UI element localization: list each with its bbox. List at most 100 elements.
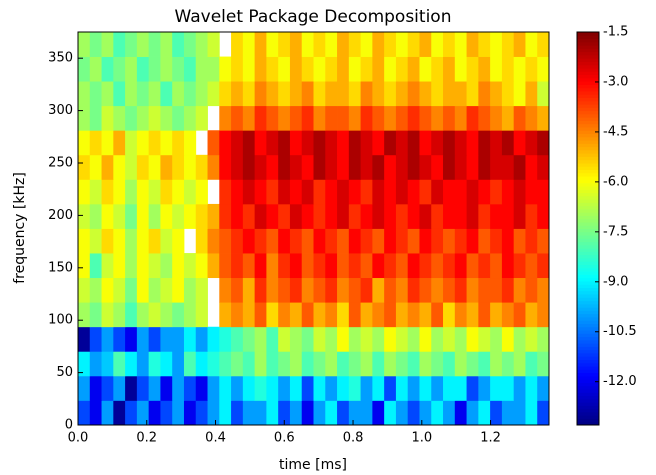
colorbar-tick-label: -9.0 — [603, 274, 628, 289]
heat-cell — [172, 56, 185, 82]
heat-cell — [254, 130, 267, 156]
heat-cell — [443, 228, 456, 254]
heat-cell — [419, 277, 432, 303]
heat-cell — [395, 130, 409, 156]
heat-cell — [78, 228, 91, 254]
heat-cell — [101, 32, 114, 57]
heat-cell — [501, 203, 515, 229]
colorbar-step — [577, 159, 599, 164]
heat-cell — [360, 203, 373, 229]
heat-cell — [384, 154, 397, 180]
heat-cell — [419, 400, 432, 426]
heat-cell — [231, 32, 244, 57]
colorbar-step — [577, 64, 599, 69]
heat-cell — [172, 203, 185, 229]
heat-cell — [301, 56, 314, 82]
heat-cell — [313, 203, 326, 229]
heat-cell — [513, 154, 526, 180]
heat-cell — [195, 277, 208, 303]
heat-cell — [513, 179, 526, 205]
colorbar-step — [577, 326, 599, 331]
heat-cell — [207, 400, 220, 426]
heat-cell — [443, 351, 456, 377]
heat-cell — [301, 32, 314, 57]
heat-cell — [337, 130, 350, 156]
heat-cell — [443, 302, 456, 328]
heat-cell — [431, 154, 444, 180]
heat-cell — [207, 130, 220, 156]
heat-cell — [183, 351, 197, 377]
heat-cell — [337, 56, 350, 82]
heat-cell — [183, 32, 197, 57]
heat-cell — [525, 375, 538, 401]
heat-cell — [395, 179, 409, 205]
heat-cell — [160, 277, 173, 303]
heat-cell — [454, 326, 467, 352]
colorbar-step — [577, 35, 599, 40]
heat-cell — [395, 32, 409, 57]
heat-cell — [372, 228, 385, 254]
heat-cell — [407, 277, 420, 303]
heat-cell — [125, 56, 138, 82]
colorbar-step — [577, 199, 599, 203]
heat-cell — [242, 277, 256, 303]
heat-cell — [454, 179, 467, 205]
heat-cell — [313, 130, 326, 156]
heat-cell — [278, 326, 291, 352]
heat-cell — [384, 277, 397, 303]
heat-cell — [501, 56, 515, 82]
heat-cell — [160, 105, 173, 131]
heat-cell — [183, 375, 197, 401]
heat-cell — [537, 302, 550, 328]
heat-cell — [266, 32, 279, 57]
colorbar-step — [577, 90, 599, 95]
heat-cell — [337, 326, 350, 352]
heat-cell — [490, 56, 503, 82]
heat-cell — [325, 326, 338, 352]
heat-cell — [278, 400, 291, 426]
heat-cell — [513, 203, 526, 229]
heat-cell — [183, 179, 197, 205]
colorbar-step — [577, 241, 599, 246]
colorbar-step — [577, 359, 599, 364]
x-tick-label: 1.0 — [411, 431, 432, 446]
heat-cell — [231, 203, 244, 229]
heat-cell — [513, 351, 526, 377]
heat-cell — [266, 81, 279, 107]
heat-cell — [148, 326, 161, 352]
heat-cell — [266, 203, 279, 229]
heat-cell — [537, 228, 550, 254]
heat-cell — [160, 203, 173, 229]
heat-cell — [231, 179, 244, 205]
heat-cell — [384, 351, 397, 377]
heat-cell — [172, 105, 185, 131]
colorbar-step — [577, 388, 599, 393]
heat-cell — [490, 351, 503, 377]
colorbar-step — [577, 45, 599, 49]
heat-cell — [219, 253, 232, 279]
colorbar-step — [577, 284, 599, 288]
heat-cell — [89, 32, 102, 57]
colorbar-step — [577, 169, 599, 174]
heat-cell — [407, 326, 420, 352]
heat-cell — [395, 326, 409, 352]
heat-cell — [501, 32, 515, 57]
colorbar-step — [577, 94, 599, 98]
heat-cell — [395, 277, 409, 303]
heat-cell — [478, 32, 491, 57]
colorbar-step — [577, 339, 599, 344]
heat-cell — [113, 203, 126, 229]
heat-cell — [183, 130, 197, 156]
colorbar-step — [577, 254, 599, 259]
heat-cell — [207, 375, 220, 401]
heat-cell — [301, 179, 314, 205]
heat-cell — [242, 253, 256, 279]
colorbar-step — [577, 330, 599, 334]
heat-cell — [278, 203, 291, 229]
heat-cell — [431, 130, 444, 156]
heat-cell — [431, 179, 444, 205]
heat-cell — [78, 154, 91, 180]
chart-title: Wavelet Package Decomposition — [175, 7, 452, 27]
heat-cell — [478, 375, 491, 401]
colorbar-step — [577, 104, 599, 108]
